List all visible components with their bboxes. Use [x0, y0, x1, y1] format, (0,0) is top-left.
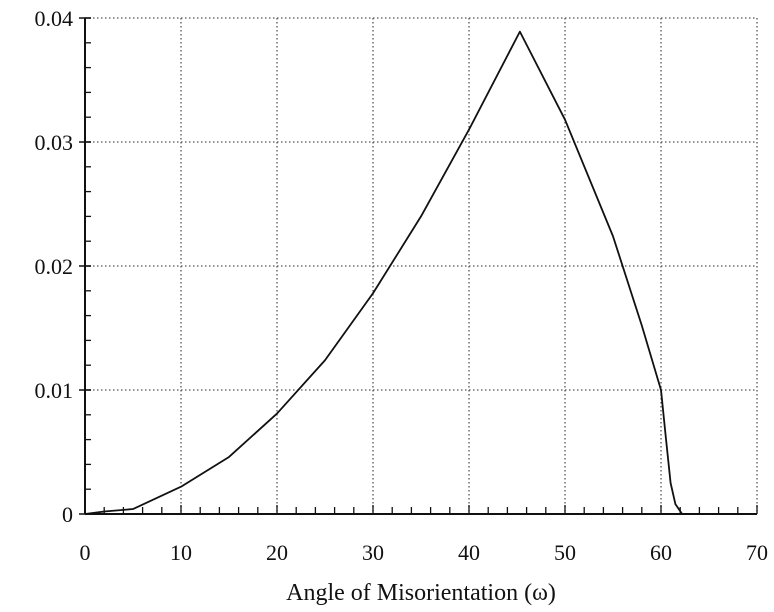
x-tick-label: 70 — [746, 540, 768, 565]
x-tick-label: 60 — [650, 540, 672, 565]
x-tick-label: 0 — [80, 540, 91, 565]
y-tick-label: 0.01 — [35, 378, 74, 403]
y-tick-label: 0.04 — [35, 6, 74, 31]
series-line — [84, 30, 757, 515]
x-tick-label: 50 — [554, 540, 576, 565]
x-tick-label: 10 — [170, 540, 192, 565]
tick-labels: 0 10 20 30 40 50 60 70 0 0.01 0.02 0.03 0.04 — [35, 6, 769, 565]
x-tick-label: 20 — [266, 540, 288, 565]
y-tick-label: 0.03 — [35, 130, 74, 155]
x-tick-label: 40 — [458, 540, 480, 565]
y-tick-label: 0.02 — [35, 254, 74, 279]
x-axis-title: Angle of Misorientation (ω) — [286, 580, 556, 606]
axes — [84, 18, 757, 515]
grid — [85, 17, 758, 514]
y-tick-label: 0 — [62, 502, 73, 527]
x-tick-label: 30 — [362, 540, 384, 565]
